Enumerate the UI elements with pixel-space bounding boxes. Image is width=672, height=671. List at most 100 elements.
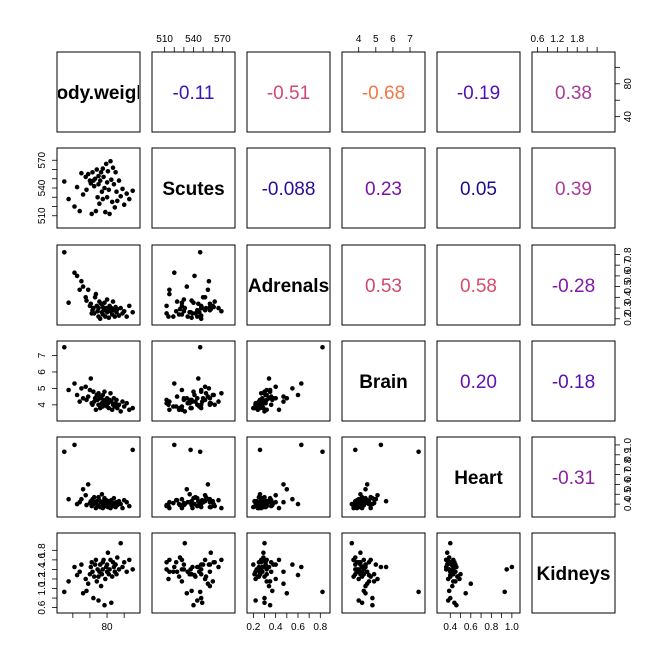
scatter-point-5-4-21	[445, 598, 451, 603]
scatter-point-2-1-17	[167, 291, 172, 297]
scatter-point-3-0-29	[102, 389, 107, 395]
scatter-point-1-0-23	[97, 178, 103, 183]
scatter-point-4-0-51	[127, 503, 132, 509]
left-axis-1: 510 540 570	[37, 151, 58, 224]
tick-label: 1.0	[37, 581, 48, 595]
panel-frame	[531, 436, 616, 518]
scatter-point-5-2-47	[262, 540, 267, 546]
scatter-point-5-2-36	[264, 567, 270, 572]
scatter-point-1-0-52	[130, 188, 135, 194]
left-axis-5: 0.6 1.01.21.41.61.8	[37, 543, 58, 615]
scatter-point-3-0-0	[62, 345, 67, 350]
scatter-point-5-1-39	[176, 574, 182, 579]
scatter-point-5-3-44	[361, 571, 367, 577]
scatter-point-2-0-33	[104, 297, 110, 302]
scatter-point-4-0-7	[83, 493, 88, 498]
scatter-point-2-0-6	[80, 284, 86, 289]
scatter-point-2-1-11	[196, 301, 201, 307]
scatter-point-4-1-41	[195, 495, 200, 501]
scatter-point-4-3-49	[354, 497, 360, 503]
scatter-point-5-0-15	[91, 574, 97, 579]
scatter-point-5-0-8	[84, 588, 89, 594]
bottom-axis-2: 0.2 0.4 0.6 0.8	[246, 612, 328, 633]
scatter-point-2-1-35	[189, 315, 194, 321]
scatter-point-3-0-2	[72, 381, 77, 386]
scatter-point-5-0-13	[90, 569, 95, 575]
tick-label: 1.2	[550, 34, 564, 45]
scatter-point-1-0-29	[102, 185, 107, 191]
right-axis-4: 0.40.50.60.70.80.91.0	[614, 438, 634, 511]
correlation-value-1-2: -0.088	[262, 179, 316, 200]
scatter-point-1-0-36	[107, 211, 112, 217]
scatter-point-3-0-7	[83, 384, 88, 390]
scatter-point-3-1-2	[172, 381, 177, 386]
scatter-point-5-1-18	[210, 579, 216, 584]
panel-frame	[151, 51, 236, 133]
scatter-point-5-0-4	[77, 569, 82, 575]
scatter-point-2-0-51	[127, 303, 132, 309]
scatter-point-5-4-9	[468, 581, 474, 586]
scatter-point-1-0-20	[96, 173, 101, 179]
scatter-point-5-0-0	[62, 589, 67, 595]
scatter-point-2-1-2	[172, 270, 177, 276]
tick-label: 1.8	[37, 543, 48, 557]
scatter-point-1-0-25	[99, 189, 105, 194]
panel-frame	[341, 147, 426, 229]
scatter-point-1-0-50	[124, 191, 129, 196]
scatter-point-5-4-6	[463, 591, 469, 596]
scatter-point-1-0-15	[91, 183, 97, 189]
panel-frame	[436, 147, 521, 229]
scatter-point-5-0-49	[121, 560, 127, 565]
scatter-point-3-1-7	[202, 384, 208, 390]
scatter-point-5-3-18	[366, 579, 372, 584]
panel-frame	[246, 51, 331, 133]
scatter-point-4-3-41	[363, 495, 368, 501]
scatter-point-3-1-36	[164, 397, 169, 403]
scatter-point-4-1-31	[216, 497, 221, 503]
scatter-point-4-2-2	[299, 442, 304, 448]
scatter-point-5-0-28	[101, 557, 106, 563]
scatter-point-5-2-29	[267, 602, 273, 608]
scatter-point-5-3-2	[378, 564, 384, 570]
scatter-point-1-0-27	[100, 196, 106, 202]
scatter-point-2-1-46	[198, 313, 204, 318]
scatter-point-1-0-2	[72, 204, 77, 209]
scatter-point-5-2-44	[257, 571, 263, 577]
scatter-point-1-0-3	[74, 184, 80, 190]
scatter-point-4-2-9	[281, 482, 286, 487]
tick-label: 80	[623, 78, 634, 90]
variable-label-adrenals: Adrenals	[248, 276, 329, 297]
correlation-value-0-4: -0.19	[457, 83, 500, 104]
scatter-point-3-1-52	[188, 405, 193, 411]
scatter-point-2-1-43	[207, 304, 213, 310]
tick-label: 4	[37, 402, 48, 408]
panel-frame	[531, 340, 616, 422]
scatter-point-5-0-30	[103, 576, 108, 582]
right-axis-2: 0.20.30.40.50.60.70.8	[614, 247, 634, 326]
scatter-point-3-2-11	[266, 376, 272, 381]
scatter-point-1-0-28	[101, 174, 106, 180]
bottom-axis-0: 80	[72, 612, 125, 633]
panel-frame	[56, 147, 141, 229]
scatter-point-5-3-8	[361, 588, 367, 594]
scatter-point-2-0-9	[85, 287, 91, 293]
panel-0-2: -0.51	[246, 51, 331, 133]
panel-0-1: -0.11	[151, 51, 236, 133]
variable-label-brain: Brain	[359, 372, 408, 393]
scatter-point-5-2-45	[261, 555, 266, 560]
scatter-point-4-1-9	[205, 482, 211, 487]
scatter-point-4-2-51	[264, 503, 270, 509]
panel-3-5: -0.18	[531, 340, 616, 422]
scatter-point-3-1-20	[203, 391, 209, 396]
scatter-point-5-3-30	[356, 576, 362, 582]
scatter-point-5-2-2	[299, 564, 304, 570]
scatter-point-2-0-20	[96, 305, 101, 311]
panel-4-4: Heart	[436, 436, 521, 518]
scatter-point-4-0-0	[62, 449, 67, 455]
scatter-point-1-0-38	[109, 177, 114, 182]
scatter-point-5-3-0	[416, 589, 421, 595]
scatter-point-5-4-0	[502, 589, 508, 595]
scatter-point-5-1-30	[166, 576, 171, 582]
scatter-point-5-1-23	[198, 562, 204, 567]
scatter-point-2-0-8	[84, 298, 89, 303]
